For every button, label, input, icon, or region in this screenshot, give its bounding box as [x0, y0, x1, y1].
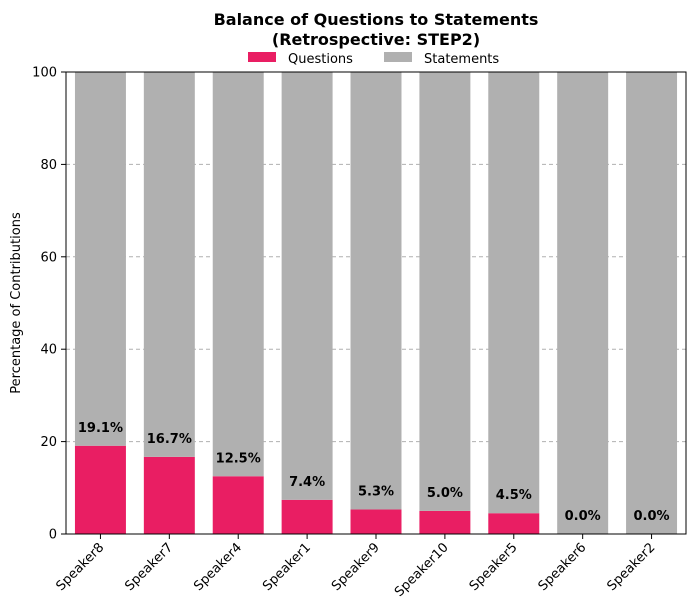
- legend-swatch-questions: [248, 52, 276, 62]
- bar-statements-speaker8: [74, 72, 126, 446]
- legend-swatch-statements: [384, 52, 412, 62]
- legend-label-statements: Statements: [424, 52, 499, 67]
- data-label-speaker5: 4.5%: [496, 488, 532, 503]
- x-tick-label: Speaker9: [329, 540, 383, 594]
- chart-title-line2: (Retrospective: STEP2): [272, 30, 480, 49]
- bar-statements-speaker4: [212, 72, 264, 477]
- bar-questions-speaker4: [212, 476, 264, 534]
- chart-title-line1: Balance of Questions to Statements: [214, 10, 539, 29]
- bar-questions-speaker10: [419, 510, 471, 534]
- y-tick-label: 60: [40, 250, 57, 265]
- x-tick-label: Speaker2: [605, 540, 659, 594]
- bar-questions-speaker5: [488, 513, 540, 534]
- x-tick-label: Speaker1: [260, 540, 314, 594]
- bar-questions-speaker8: [74, 445, 126, 534]
- x-tick-label: Speaker6: [536, 540, 590, 594]
- y-tick-label: 40: [40, 343, 57, 358]
- y-axis-label: Percentage of Contributions: [9, 212, 24, 394]
- data-label-speaker10: 5.0%: [427, 486, 463, 501]
- bar-questions-speaker1: [281, 499, 333, 534]
- y-tick-label: 0: [49, 528, 57, 543]
- data-labels: 19.1% 16.7% 12.5% 7.4% 5.3% 5.0% 4.5% 0.0% 0.0%: [78, 421, 670, 524]
- data-label-speaker9: 5.3%: [358, 485, 394, 500]
- data-label-speaker2: 0.0%: [634, 509, 670, 524]
- data-label-speaker7: 16.7%: [147, 432, 192, 447]
- x-tick-label: Speaker5: [467, 540, 521, 594]
- bar-statements-speaker10: [419, 72, 471, 511]
- bar-statements-speaker2: [626, 72, 678, 534]
- data-label-speaker8: 19.1%: [78, 421, 123, 436]
- x-tick-label: Speaker8: [53, 540, 107, 594]
- x-tick-label: Speaker4: [191, 540, 245, 594]
- y-axis: 0 20 40 60 80 100: [32, 66, 66, 543]
- bar-statements-speaker6: [557, 72, 609, 534]
- y-tick-label: 100: [32, 66, 57, 81]
- y-tick-label: 20: [40, 435, 57, 450]
- bar-statements-speaker7: [143, 72, 195, 457]
- x-tick-label: Speaker7: [122, 540, 176, 594]
- y-tick-label: 80: [40, 158, 57, 173]
- bar-questions-speaker7: [143, 456, 195, 534]
- bar-statements-speaker1: [281, 72, 333, 500]
- bar-questions-speaker9: [350, 509, 402, 534]
- x-axis: Speaker8 Speaker7 Speaker4 Speaker1 Speaker9…: [53, 534, 658, 600]
- bar-statements-speaker9: [350, 72, 402, 510]
- legend: Questions Statements: [248, 52, 499, 67]
- data-label-speaker1: 7.4%: [289, 475, 325, 490]
- bar-statements-speaker5: [488, 72, 540, 514]
- legend-label-questions: Questions: [288, 52, 353, 67]
- x-tick-label: Speaker10: [392, 540, 452, 600]
- data-label-speaker4: 12.5%: [216, 451, 261, 466]
- bars: [74, 72, 678, 534]
- data-label-speaker6: 0.0%: [565, 509, 601, 524]
